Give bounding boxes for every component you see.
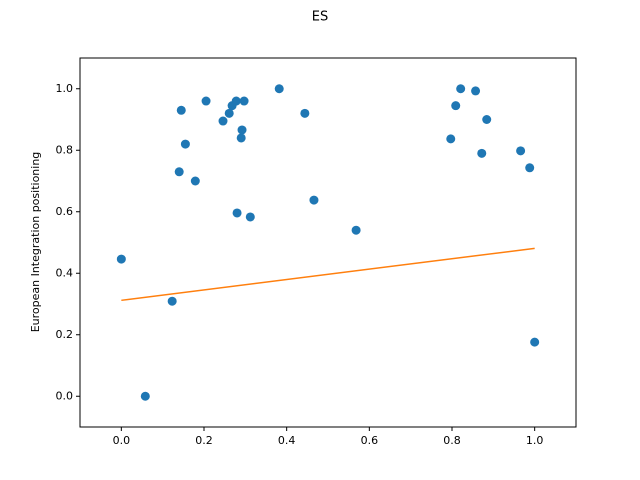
y-tick-label: 0.2 bbox=[56, 328, 74, 341]
data-point bbox=[446, 134, 456, 144]
data-point bbox=[176, 105, 186, 115]
data-point bbox=[477, 148, 487, 158]
data-point bbox=[116, 254, 126, 264]
x-tick-label: 1.0 bbox=[526, 434, 544, 447]
y-axis-label: European Integration positioning bbox=[29, 152, 42, 333]
x-tick-label: 0.8 bbox=[443, 434, 461, 447]
data-point bbox=[140, 391, 150, 401]
y-tick-label: 0.6 bbox=[56, 205, 74, 218]
data-point bbox=[232, 208, 242, 218]
y-tick-label: 0.4 bbox=[56, 266, 74, 279]
data-point bbox=[456, 84, 466, 94]
data-point bbox=[180, 139, 190, 149]
data-point bbox=[516, 146, 526, 156]
data-point bbox=[174, 167, 184, 177]
y-tick-label: 1.0 bbox=[56, 82, 74, 95]
data-point bbox=[231, 96, 241, 106]
data-point bbox=[239, 96, 249, 106]
data-point bbox=[224, 108, 234, 118]
data-point bbox=[201, 96, 211, 106]
data-point bbox=[351, 225, 361, 235]
data-point bbox=[237, 125, 247, 135]
data-point bbox=[482, 115, 492, 124]
data-point bbox=[300, 108, 310, 118]
fit-line bbox=[121, 247, 535, 302]
data-point bbox=[218, 116, 228, 126]
data-point bbox=[167, 296, 177, 306]
data-point bbox=[245, 212, 255, 222]
x-tick-label: 0.6 bbox=[361, 434, 379, 447]
chart-title: ES bbox=[312, 10, 328, 25]
x-tick-label: 0.0 bbox=[113, 434, 131, 447]
data-point bbox=[525, 163, 535, 173]
data-point bbox=[471, 86, 481, 96]
data-point bbox=[451, 101, 461, 111]
data-point bbox=[190, 176, 200, 186]
data-point bbox=[309, 195, 319, 205]
x-tick-label: 0.2 bbox=[195, 434, 213, 447]
plot-frame bbox=[79, 57, 577, 428]
y-tick-label: 0.0 bbox=[56, 389, 74, 402]
y-tick-label: 0.8 bbox=[56, 143, 74, 156]
data-point bbox=[274, 84, 284, 94]
x-tick-label: 0.4 bbox=[278, 434, 296, 447]
data-point bbox=[530, 337, 540, 347]
data-point bbox=[236, 133, 246, 143]
